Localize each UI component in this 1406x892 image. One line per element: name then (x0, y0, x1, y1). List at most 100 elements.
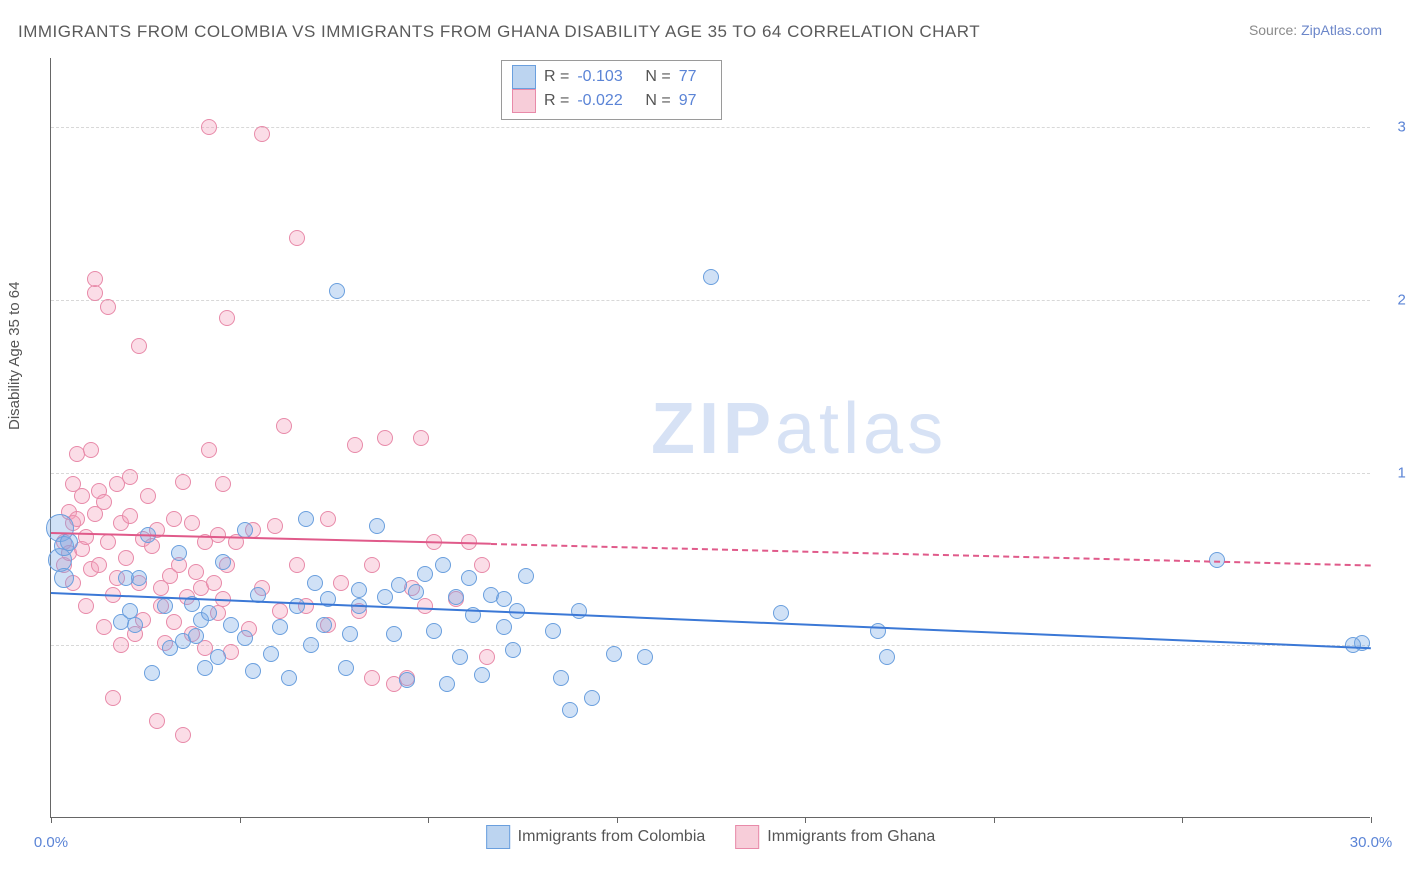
data-point-ghana (184, 515, 200, 531)
data-point-colombia (197, 660, 213, 676)
correlation-stats-box: R =-0.103N =77R =-0.022N =97 (501, 60, 722, 120)
data-point-colombia (496, 591, 512, 607)
data-point-colombia (1345, 637, 1361, 653)
gridline-h (51, 645, 1370, 646)
chart-title: IMMIGRANTS FROM COLOMBIA VS IMMIGRANTS F… (18, 22, 980, 42)
data-point-colombia (171, 545, 187, 561)
data-point-ghana (276, 418, 292, 434)
stat-N-label: N = (645, 65, 670, 89)
data-point-ghana (364, 557, 380, 573)
data-point-colombia (131, 570, 147, 586)
data-point-ghana (96, 494, 112, 510)
x-tick (617, 817, 618, 823)
data-point-ghana (219, 310, 235, 326)
data-point-ghana (91, 557, 107, 573)
data-point-ghana (74, 488, 90, 504)
data-point-ghana (267, 518, 283, 534)
source-link[interactable]: ZipAtlas.com (1301, 22, 1382, 38)
data-point-colombia (461, 570, 477, 586)
data-point-colombia (351, 582, 367, 598)
data-point-ghana (175, 727, 191, 743)
scatter-plot-area: ZIPatlas R =-0.103N =77R =-0.022N =97 Im… (50, 58, 1370, 818)
data-point-colombia (223, 617, 239, 633)
stat-N-value: 77 (679, 65, 709, 89)
legend-item-colombia: Immigrants from Colombia (486, 825, 706, 849)
data-point-colombia (474, 667, 490, 683)
data-point-ghana (149, 713, 165, 729)
data-point-colombia (505, 642, 521, 658)
data-point-colombia (157, 598, 173, 614)
y-tick-label: 22.5% (1380, 291, 1406, 308)
data-point-ghana (122, 508, 138, 524)
data-point-colombia (54, 568, 74, 588)
data-point-colombia (60, 533, 78, 551)
legend-swatch-colombia (512, 65, 536, 89)
data-point-ghana (347, 437, 363, 453)
legend-swatch-ghana (735, 825, 759, 849)
data-point-ghana (364, 670, 380, 686)
data-point-ghana (96, 619, 112, 635)
stat-N-label: N = (645, 89, 670, 113)
data-point-ghana (166, 614, 182, 630)
data-point-ghana (131, 338, 147, 354)
data-point-colombia (426, 623, 442, 639)
legend-label: Immigrants from Ghana (767, 828, 935, 846)
x-tick (428, 817, 429, 823)
data-point-colombia (281, 670, 297, 686)
data-point-ghana (118, 550, 134, 566)
x-tick (240, 817, 241, 823)
data-point-ghana (140, 488, 156, 504)
data-point-colombia (272, 619, 288, 635)
data-point-ghana (417, 598, 433, 614)
data-point-colombia (496, 619, 512, 635)
data-point-colombia (637, 649, 653, 665)
watermark-light: atlas (775, 389, 947, 469)
y-axis-label: Disability Age 35 to 64 (6, 282, 23, 430)
data-point-colombia (562, 702, 578, 718)
data-point-colombia (329, 283, 345, 299)
data-point-ghana (320, 511, 336, 527)
y-tick-label: 30.0% (1380, 119, 1406, 136)
data-point-colombia (338, 660, 354, 676)
data-point-ghana (78, 529, 94, 545)
data-point-ghana (272, 603, 288, 619)
data-point-colombia (452, 649, 468, 665)
data-point-colombia (342, 626, 358, 642)
data-point-ghana (78, 598, 94, 614)
data-point-colombia (201, 605, 217, 621)
data-point-colombia (391, 577, 407, 593)
data-point-colombia (545, 623, 561, 639)
x-tick (51, 817, 52, 823)
stat-R-label: R = (544, 89, 569, 113)
data-point-ghana (479, 649, 495, 665)
watermark: ZIPatlas (651, 388, 947, 470)
data-point-colombia (369, 518, 385, 534)
data-point-colombia (316, 617, 332, 633)
data-point-colombia (215, 554, 231, 570)
data-point-colombia (439, 676, 455, 692)
gridline-h (51, 127, 1370, 128)
data-point-ghana (289, 230, 305, 246)
data-point-colombia (703, 269, 719, 285)
data-point-colombia (584, 690, 600, 706)
data-point-ghana (254, 126, 270, 142)
data-point-colombia (144, 665, 160, 681)
data-point-colombia (435, 557, 451, 573)
data-point-colombia (879, 649, 895, 665)
legend-swatch-colombia (486, 825, 510, 849)
x-tick (1371, 817, 1372, 823)
data-point-ghana (188, 564, 204, 580)
data-point-ghana (289, 557, 305, 573)
legend-swatch-ghana (512, 89, 536, 113)
data-point-ghana (122, 469, 138, 485)
data-point-colombia (399, 672, 415, 688)
data-point-colombia (263, 646, 279, 662)
gridline-h (51, 300, 1370, 301)
data-point-ghana (474, 557, 490, 573)
data-point-ghana (105, 690, 121, 706)
data-point-colombia (298, 511, 314, 527)
data-point-colombia (773, 605, 789, 621)
gridline-h (51, 473, 1370, 474)
data-point-colombia (245, 663, 261, 679)
data-point-colombia (417, 566, 433, 582)
